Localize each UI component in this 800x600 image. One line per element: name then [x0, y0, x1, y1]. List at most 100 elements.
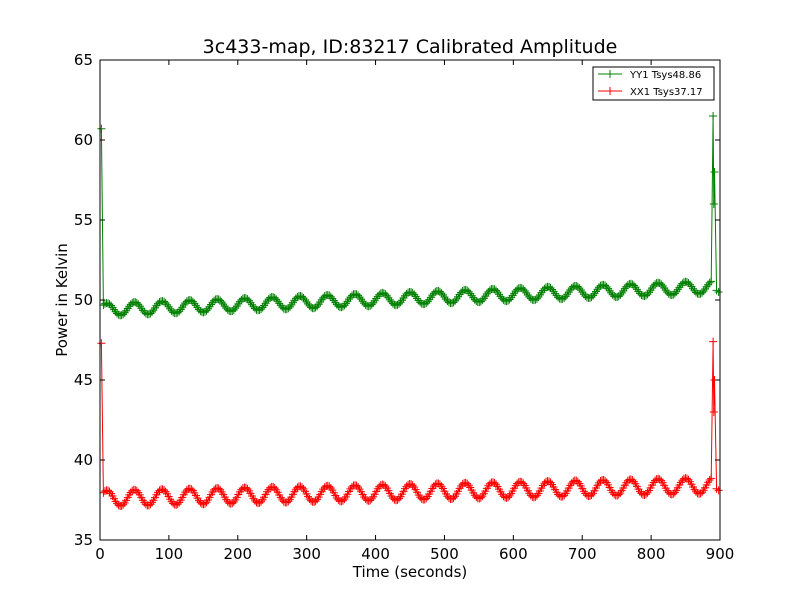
data-point [147, 308, 156, 317]
x-tick-label: 100 [155, 545, 184, 563]
data-point [435, 480, 444, 489]
data-point [707, 474, 716, 483]
data-point [219, 299, 228, 308]
data-point [438, 290, 447, 299]
data-point [478, 296, 487, 305]
data-point [712, 484, 721, 493]
data-point [658, 281, 667, 290]
data-point [685, 280, 694, 289]
data-point [684, 475, 693, 484]
legend-marker-yy1 [606, 70, 614, 78]
data-point [302, 297, 311, 306]
data-point [714, 486, 723, 495]
y-axis-label: Power in Kelvin [53, 243, 71, 357]
data-point [698, 488, 707, 497]
data-point [369, 298, 378, 307]
series-markers [97, 112, 723, 320]
data-point [587, 491, 596, 500]
data-point [467, 291, 476, 300]
data-point [699, 287, 708, 296]
x-tick-label: 0 [95, 545, 105, 563]
x-tick-label: 200 [223, 545, 252, 563]
data-point [97, 124, 106, 133]
legend-box [592, 66, 715, 101]
data-point [382, 291, 391, 300]
data-point [707, 277, 716, 286]
data-point [576, 286, 585, 295]
data-point [449, 494, 458, 503]
data-point [573, 477, 582, 486]
data-point [311, 497, 320, 506]
legend-label-xx1: XX1 Tsys37.17 [630, 87, 703, 98]
data-point [631, 283, 640, 292]
legend-marker-xx1 [606, 87, 614, 95]
data-point [257, 497, 266, 506]
data-point [273, 297, 282, 306]
data-point [645, 288, 654, 297]
data-point [313, 302, 322, 311]
data-point [297, 483, 306, 492]
data-point [709, 112, 718, 120]
y-tick-label: 50 [74, 291, 93, 309]
x-tick-label: 400 [361, 545, 390, 563]
data-point [408, 481, 417, 490]
data-point [97, 339, 106, 348]
series-1 [97, 337, 723, 510]
data-point [588, 291, 597, 300]
data-point [507, 293, 516, 302]
data-point [229, 497, 238, 506]
data-point [270, 484, 279, 493]
data-point [575, 284, 584, 293]
data-point [204, 304, 213, 313]
data-point [285, 302, 294, 311]
data-point [495, 290, 504, 299]
data-point [175, 307, 184, 316]
data-point [451, 296, 460, 305]
legend-entry-yy1: YY1 Tsys48.86 [598, 70, 701, 81]
data-point [132, 486, 141, 495]
series-markers [97, 337, 723, 510]
data-point [410, 290, 419, 299]
data-point [231, 304, 240, 313]
chart-title: 3c433-map, ID:83217 Calibrated Amplitude [203, 36, 618, 58]
data-point [714, 288, 723, 296]
data-point [670, 488, 679, 497]
data-point [146, 500, 155, 509]
data-point [601, 476, 610, 485]
x-axis: 0 100 200 300 400 500 600 700 800 900 [95, 60, 734, 563]
data-point [301, 295, 310, 304]
data-point [108, 303, 117, 312]
data-point [709, 408, 718, 416]
y-tick-label: 45 [74, 371, 93, 389]
data-point [107, 301, 116, 310]
data-point [246, 298, 255, 307]
data-point [120, 308, 129, 317]
data-point [710, 168, 719, 176]
x-tick-label: 600 [499, 545, 528, 563]
y-tick-label: 55 [74, 211, 93, 229]
legend-label-yy1: YY1 Tsys48.86 [629, 70, 701, 81]
data-point [328, 294, 337, 303]
series-0 [97, 112, 723, 320]
x-tick-label: 500 [430, 545, 459, 563]
data-point [357, 295, 366, 304]
data-point [605, 286, 614, 295]
data-point [354, 483, 363, 492]
x-axis-label: Time (seconds) [352, 563, 468, 581]
y-tick-label: 65 [74, 51, 93, 69]
data-point [243, 484, 252, 493]
data-point [355, 293, 364, 302]
data-point [272, 295, 281, 304]
data-point [216, 485, 225, 494]
data-point [217, 297, 226, 306]
data-point [560, 491, 569, 500]
data-point [191, 301, 200, 310]
data-point [381, 482, 390, 491]
legend-entry-xx1: XX1 Tsys37.17 [598, 87, 703, 98]
data-point [244, 296, 253, 305]
data-point [616, 290, 625, 299]
data-point [423, 297, 432, 306]
x-tick-label: 900 [706, 545, 735, 563]
data-point [519, 479, 528, 488]
